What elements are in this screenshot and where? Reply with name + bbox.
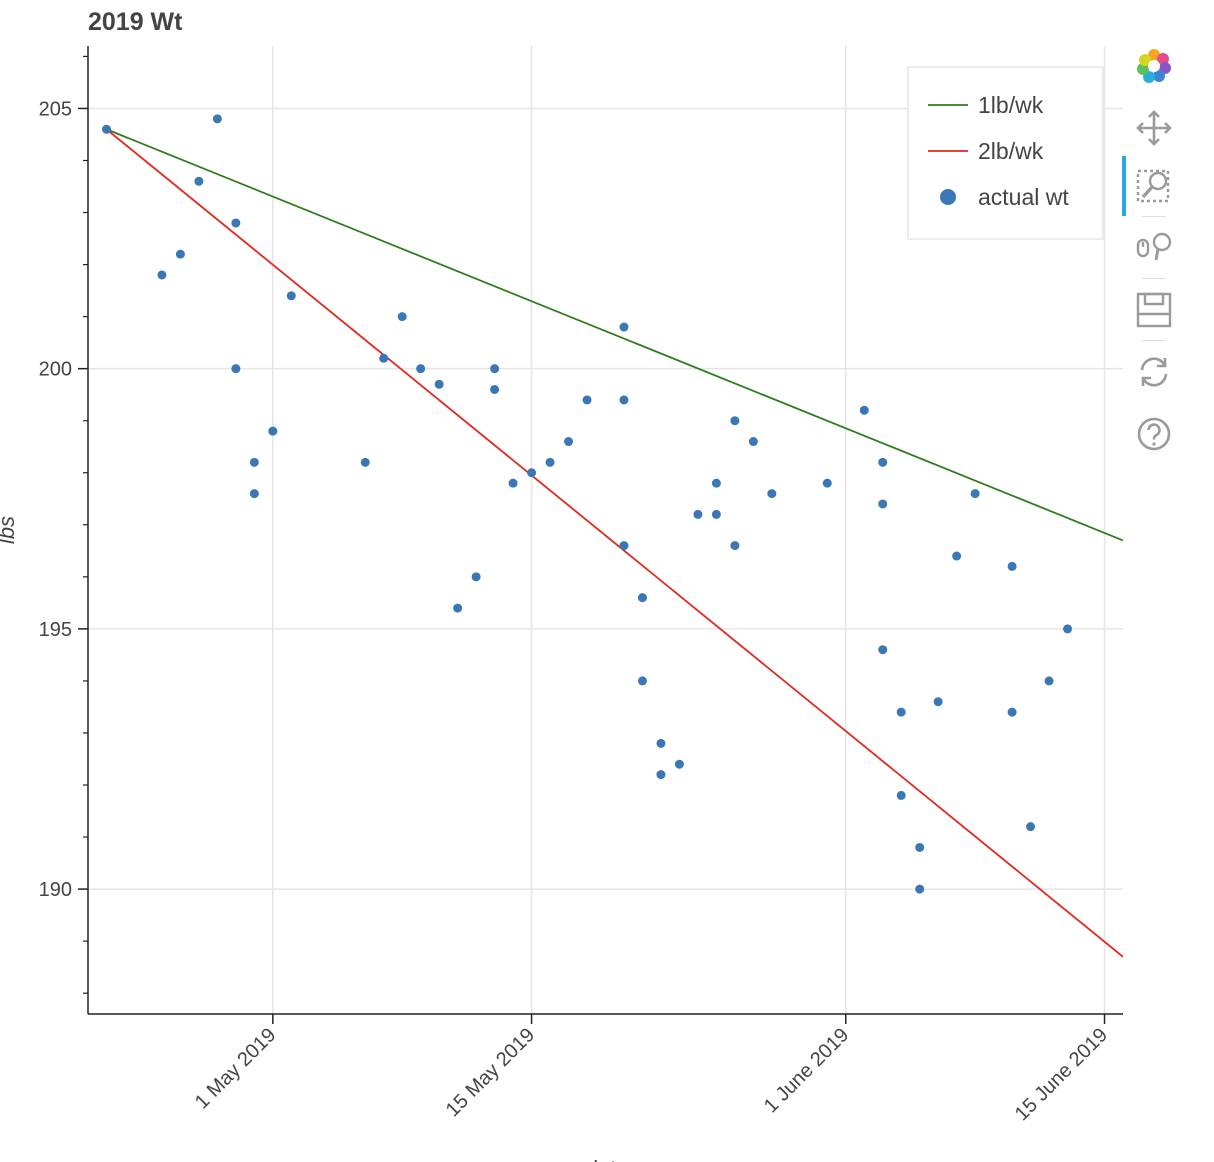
y-axis-label: lbs <box>0 516 19 544</box>
data-point <box>379 353 389 363</box>
data-point <box>249 457 259 467</box>
data-points <box>101 114 1073 894</box>
legend: 1lb/wk 2lb/wk actual wt <box>907 66 1104 240</box>
toolbar <box>1122 40 1184 460</box>
data-point <box>970 489 980 499</box>
data-point <box>286 291 296 301</box>
data-point <box>490 364 500 374</box>
legend-swatch <box>940 189 956 205</box>
data-point <box>1026 822 1036 832</box>
series-line-1lb-wk <box>106 128 1123 542</box>
wheel-zoom-icon[interactable] <box>1134 228 1174 268</box>
toolbar-divider <box>1142 216 1166 217</box>
legend-box <box>907 66 1104 240</box>
legend-label: 2lb/wk <box>978 138 1044 164</box>
data-point <box>508 478 518 488</box>
legend-label: 1lb/wk <box>978 92 1044 118</box>
data-point <box>619 395 629 405</box>
data-point <box>933 697 943 707</box>
data-point <box>157 270 167 280</box>
data-point <box>1044 676 1054 686</box>
y-tick-label: 190 <box>39 879 72 901</box>
bokeh-logo-icon[interactable] <box>1134 46 1174 86</box>
data-point <box>231 218 241 228</box>
data-point <box>490 384 500 394</box>
data-point <box>619 541 629 551</box>
data-point <box>730 416 740 426</box>
data-point <box>101 124 111 134</box>
box-zoom-icon[interactable] <box>1134 166 1174 206</box>
data-point <box>878 457 888 467</box>
data-point <box>268 426 278 436</box>
data-point <box>471 572 481 582</box>
data-point <box>767 489 777 499</box>
x-axis-label: date <box>584 1156 627 1162</box>
data-point <box>952 551 962 561</box>
data-point <box>434 379 444 389</box>
data-point <box>212 114 222 124</box>
data-point <box>711 509 721 519</box>
data-point <box>878 645 888 655</box>
data-point <box>545 457 555 467</box>
data-point <box>915 884 925 894</box>
toolbar-divider <box>1142 340 1166 341</box>
data-point <box>878 499 888 509</box>
data-point <box>1007 707 1017 717</box>
data-point <box>656 738 666 748</box>
data-point <box>656 770 666 780</box>
series-lines <box>105 128 1123 958</box>
x-tick-label: 15 May 2019 <box>442 1024 539 1121</box>
chart-title: 2019 Wt <box>88 8 183 36</box>
data-point <box>416 364 426 374</box>
y-tick-label: 195 <box>39 619 72 641</box>
data-point <box>453 603 463 613</box>
active-tool-indicator <box>1122 156 1126 216</box>
data-point <box>674 759 684 769</box>
data-point <box>693 509 703 519</box>
data-point <box>637 676 647 686</box>
data-point <box>194 176 204 186</box>
help-icon[interactable] <box>1134 414 1174 454</box>
y-tick-label: 200 <box>39 359 72 381</box>
data-point <box>896 790 906 800</box>
data-point <box>619 322 629 332</box>
legend-label: actual wt <box>978 184 1069 210</box>
data-point <box>822 478 832 488</box>
series-line-2lb-wk <box>105 128 1123 958</box>
data-point <box>896 707 906 717</box>
data-point <box>564 437 574 447</box>
x-tick-label: 15 June 2019 <box>1011 1024 1112 1125</box>
data-point <box>748 437 758 447</box>
data-point <box>249 489 259 499</box>
data-point <box>582 395 592 405</box>
data-point <box>1063 624 1073 634</box>
reset-icon[interactable] <box>1134 352 1174 392</box>
grid <box>88 46 1123 1014</box>
data-point <box>231 364 241 374</box>
y-tick-label: 205 <box>39 98 72 120</box>
data-point <box>175 249 185 259</box>
toolbar-divider <box>1142 278 1166 279</box>
data-point <box>527 468 537 478</box>
data-point <box>730 541 740 551</box>
save-icon[interactable] <box>1134 290 1174 330</box>
data-point <box>397 312 407 322</box>
x-tick-label: 1 May 2019 <box>191 1024 280 1113</box>
x-tick-label: 1 June 2019 <box>760 1024 853 1117</box>
data-point <box>859 405 869 415</box>
pan-icon[interactable] <box>1134 108 1174 148</box>
data-point <box>915 842 925 852</box>
data-point <box>637 593 647 603</box>
data-point <box>360 457 370 467</box>
data-point <box>711 478 721 488</box>
data-point <box>1007 561 1017 571</box>
